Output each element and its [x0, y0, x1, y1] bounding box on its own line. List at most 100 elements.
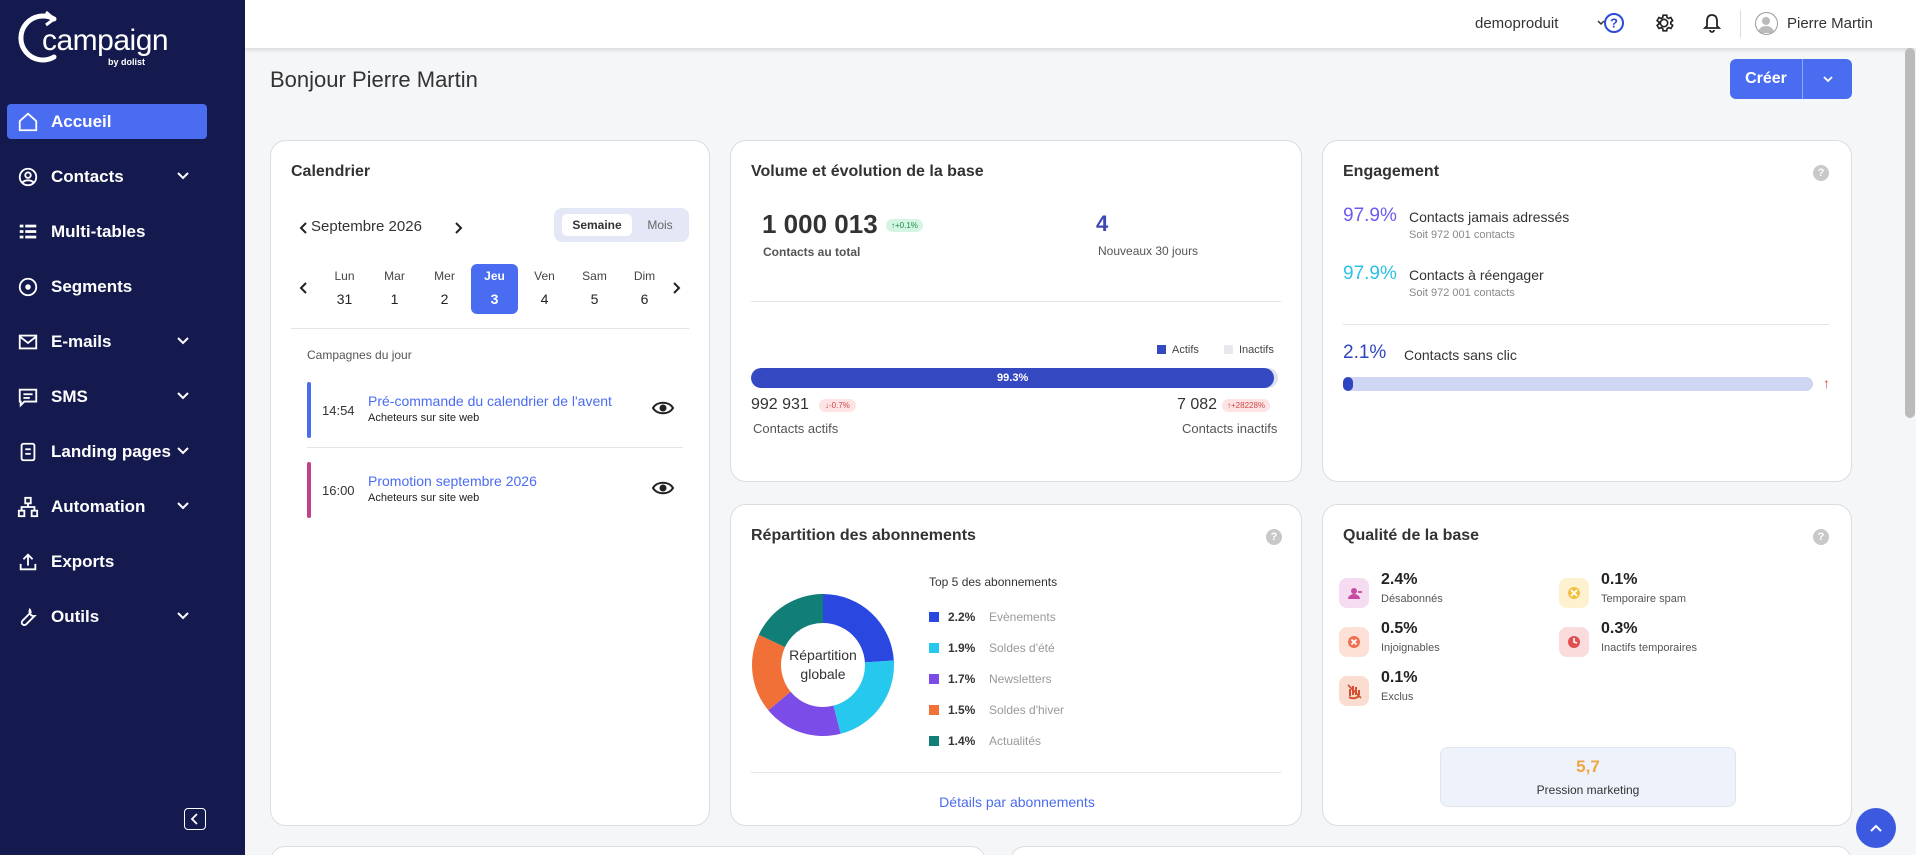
sidebar-item-e-mails[interactable]: E-mails: [7, 324, 207, 359]
eye-icon: [651, 481, 675, 495]
chat-icon: [17, 386, 39, 408]
donut-slice[interactable]: [758, 594, 823, 648]
divider: [291, 328, 689, 329]
day-name: Jeu: [484, 269, 505, 283]
create-button-label[interactable]: Créer: [1745, 70, 1787, 87]
noclick-progress-bar: [1343, 377, 1813, 391]
chevron-down-icon[interactable]: [175, 388, 191, 404]
chevron-down-icon[interactable]: [175, 443, 191, 459]
page-scrollbar[interactable]: [1905, 48, 1915, 418]
calendar-day[interactable]: Mer 2: [421, 264, 468, 314]
view-campaign-button[interactable]: [651, 400, 675, 421]
campaign-name-link[interactable]: Pré-commande du calendrier de l'avent: [368, 393, 612, 409]
help-icon[interactable]: ?: [1813, 529, 1829, 545]
donut-center-label: Répartition globale: [789, 647, 857, 682]
prev-week-icon[interactable]: [299, 281, 309, 295]
legend-active: Actifs: [1157, 344, 1199, 356]
sidebar-item-outils[interactable]: Outils: [7, 599, 207, 634]
calendar-day[interactable]: Lun 31: [321, 264, 368, 314]
sidebar-item-landing-pages[interactable]: Landing pages: [7, 434, 207, 469]
quality-label: Désabonnés: [1381, 593, 1443, 605]
inactive-label: Contacts inactifs: [1182, 421, 1278, 436]
calendar-day[interactable]: Jeu 3: [471, 264, 518, 314]
campaign-name-link[interactable]: Promotion septembre 2026: [368, 473, 537, 489]
list-icon: [17, 221, 39, 243]
chevron-down-icon[interactable]: [1596, 19, 1606, 27]
subscription-details-link[interactable]: Détails par abonnements: [939, 794, 1095, 810]
campaign-item: 16:00 Promotion septembre 2026 Acheteurs s…: [307, 462, 683, 518]
campaign-item: 14:54 Pré-commande du calendrier de l'ave…: [307, 382, 683, 438]
reengage-label: Contacts à réengager: [1409, 267, 1544, 283]
chevron-down-icon[interactable]: [175, 168, 191, 184]
campaign-time: 14:54: [322, 403, 355, 418]
scroll-top-button[interactable]: [1856, 808, 1896, 848]
chevron-down-icon[interactable]: [175, 608, 191, 624]
collapse-sidebar-button[interactable]: [184, 808, 206, 830]
next-card: [270, 846, 986, 855]
sidebar-item-multi-tables[interactable]: Multi-tables: [7, 214, 207, 249]
gear-icon[interactable]: [1653, 12, 1675, 34]
campaign-logo[interactable]: campaign by dolist: [14, 10, 169, 68]
campaign-color-bar: [307, 382, 311, 438]
calendar-day[interactable]: Dim 6: [621, 264, 668, 314]
current-month: Septembre 2026: [311, 218, 422, 235]
help-icon[interactable]: ?: [1813, 165, 1829, 181]
legend-value: 1.7%: [948, 672, 976, 686]
next-week-icon[interactable]: [671, 281, 681, 295]
quality-value: 0.1%: [1601, 571, 1638, 588]
sidebar-item-accueil[interactable]: Accueil: [7, 104, 207, 139]
repartition-donut[interactable]: [751, 593, 895, 737]
donut-slice[interactable]: [833, 660, 895, 734]
campaigns-subtitle: Campagnes du jour: [307, 348, 412, 362]
quality-item: 0.3% Inactifs temporaires: [1559, 620, 1779, 660]
bell-icon[interactable]: [1702, 12, 1722, 34]
create-button[interactable]: Créer: [1730, 59, 1852, 99]
logo-mark-icon: [18, 10, 57, 63]
day-name: Lun: [334, 269, 355, 283]
prev-month-icon[interactable]: [299, 221, 309, 235]
sidebar-item-sms[interactable]: SMS: [7, 379, 207, 414]
help-icon[interactable]: ?: [1266, 529, 1282, 545]
day-name: Sam: [582, 269, 607, 283]
sidebar-item-exports[interactable]: Exports: [7, 544, 207, 579]
quality-item: 0.1% Exclus: [1339, 669, 1559, 709]
sidebar-item-contacts[interactable]: Contacts: [7, 159, 207, 194]
calendar-day[interactable]: Sam 5: [571, 264, 618, 314]
topbar-divider: [1740, 10, 1741, 38]
quality-label: Inactifs temporaires: [1601, 642, 1697, 654]
donut-slice[interactable]: [823, 594, 894, 663]
avatar[interactable]: [1755, 12, 1778, 35]
noclick-progress-fill: [1343, 377, 1353, 391]
organization-selector[interactable]: demoproduit: [1475, 15, 1559, 32]
legend-item: 1.5% Soldes d'hiver: [929, 702, 1129, 718]
volume-title: Volume et évolution de la base: [751, 163, 984, 180]
divider: [751, 301, 1281, 302]
calendar-day[interactable]: Mar 1: [371, 264, 418, 314]
chevron-down-icon[interactable]: [175, 498, 191, 514]
help-icon[interactable]: ?: [1603, 12, 1625, 34]
calendar-title: Calendrier: [291, 163, 371, 180]
top-bar: demoproduit ? Pierre Martin: [245, 0, 1916, 48]
legend-name: Evènements: [989, 610, 1056, 624]
legend-swatch: [929, 736, 939, 746]
donut-slice[interactable]: [768, 691, 841, 737]
donut-slice[interactable]: [751, 634, 791, 711]
day-name: Mar: [384, 269, 405, 283]
view-week-button[interactable]: Semaine: [562, 214, 632, 236]
calendar-day[interactable]: Ven 4: [521, 264, 568, 314]
legend-swatch: [929, 643, 939, 653]
quality-card: Qualité de la base ? 2.4% Désabonnés 0.1% T…: [1322, 504, 1852, 826]
legend-item: 1.4% Actualités: [929, 733, 1129, 749]
campaign-audience: Acheteurs sur site web: [368, 412, 480, 424]
sidebar-item-automation[interactable]: Automation: [7, 489, 207, 524]
repartition-title: Répartition des abonnements: [751, 527, 976, 544]
create-dropdown-button[interactable]: [1803, 75, 1852, 83]
clock-icon: [1559, 627, 1589, 657]
user-circle-icon: [17, 166, 39, 188]
next-month-icon[interactable]: [453, 221, 463, 235]
sidebar-item-segments[interactable]: Segments: [7, 269, 207, 304]
view-month-button[interactable]: Mois: [647, 218, 673, 232]
view-campaign-button[interactable]: [651, 480, 675, 501]
chevron-down-icon[interactable]: [175, 333, 191, 349]
user-name[interactable]: Pierre Martin: [1787, 15, 1873, 32]
